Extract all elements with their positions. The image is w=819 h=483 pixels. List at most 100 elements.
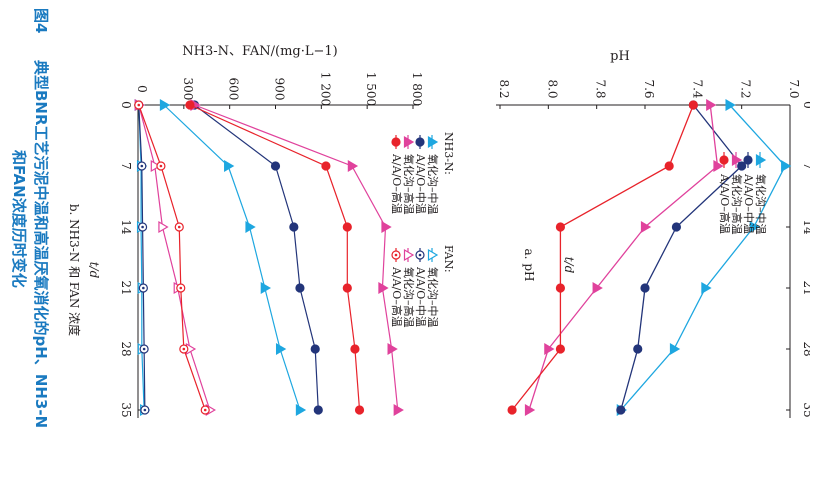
data-point <box>158 220 169 234</box>
data-point <box>592 281 603 295</box>
time-tick-label: 7 <box>801 162 810 170</box>
legend-b-marker-dot <box>418 253 422 257</box>
data-point-dot <box>141 225 144 229</box>
data-point <box>313 405 323 415</box>
panel-label-a: a. pH <box>522 249 536 282</box>
data-point <box>555 283 566 293</box>
series-line-0 <box>163 104 301 411</box>
data-point <box>347 159 359 173</box>
value-tick-label: 0 <box>135 85 149 93</box>
data-point <box>381 220 392 234</box>
data-point-dot <box>159 164 163 168</box>
data-point <box>260 281 271 295</box>
series-line-4 <box>138 104 145 411</box>
value-tick-label: 7.4 <box>690 79 704 98</box>
data-point <box>387 342 398 356</box>
value-tick-label: 1 500 <box>364 72 378 106</box>
chart-nh3n-fan: 0 7 14 21 28 35 0 300 600 900 1 200 1 500 1 800 NH3-N… <box>67 44 455 418</box>
data-point <box>713 159 724 173</box>
data-point-dot <box>143 408 147 412</box>
data-point <box>555 222 566 232</box>
panel-label-b: b. NH3-N 和 FAN 浓度 <box>67 204 82 336</box>
time-tick-label: 0 <box>801 101 810 109</box>
data-point-dot <box>140 164 144 168</box>
series-line-3 <box>511 104 694 411</box>
value-tick-label: 1 800 <box>410 72 424 106</box>
legend-a-marker-0 <box>755 153 767 167</box>
data-point <box>725 98 736 112</box>
value-tick-label: 7.0 <box>787 79 801 98</box>
data-point <box>350 344 360 354</box>
plot-a: 0 7 14 21 28 35 7.0 7.2 7.4 7.6 7.8 8.0 8.2 <box>496 79 810 418</box>
legend-b-title-1: FAN: <box>442 245 455 273</box>
chart-ph: 0 7 14 21 28 35 7.0 7.2 7.4 7.6 7.8 8.0 8.2 pH t/d a. p… <box>496 49 810 418</box>
value-tick-label: 1 200 <box>318 72 332 106</box>
legend-b-label: 氧化沟–中温 <box>426 267 440 328</box>
legend-b-title-0: NH3-N: <box>442 132 455 175</box>
data-point <box>640 283 650 293</box>
data-point <box>781 159 792 173</box>
legend-a-label-1: A/A/O–中温 <box>742 173 755 234</box>
data-point <box>671 222 682 232</box>
legend-b-marker <box>403 248 415 262</box>
time-tick-label: 28 <box>119 341 133 356</box>
data-point <box>159 98 171 112</box>
legend-b-label: 氧化沟–中温 <box>426 154 440 215</box>
data-point <box>150 159 161 173</box>
time-axis-title-b: t/d <box>87 262 101 279</box>
data-point <box>507 405 517 415</box>
data-point <box>342 222 352 232</box>
data-point <box>524 403 536 417</box>
data-point <box>664 161 674 171</box>
time-tick-label: 7 <box>119 162 133 170</box>
value-tick-label: 300 <box>181 78 195 101</box>
data-point <box>245 220 256 234</box>
series-line-2 <box>528 104 719 411</box>
ph-axis-title: pH <box>610 49 630 64</box>
legend-b-marker-dot <box>394 253 398 257</box>
series-line-7 <box>138 104 206 411</box>
data-point <box>295 403 307 417</box>
data-point <box>737 161 747 171</box>
legend-a-label-0: 氧化沟–中温 <box>754 174 768 235</box>
series-line-1 <box>194 104 319 411</box>
series-line-0 <box>620 104 786 411</box>
series-line-1 <box>620 104 743 411</box>
time-tick-label: 28 <box>801 341 810 356</box>
data-point <box>749 220 760 234</box>
series-line-2 <box>194 104 399 411</box>
data-point <box>354 405 365 415</box>
legend-a-marker-1 <box>743 155 753 165</box>
figure-title-line1: 典型BNR工艺污泥中温和高温厌氧消化的pH、NH3-N <box>32 60 50 428</box>
legend-a-label-2: 氧化沟–高温 <box>730 174 744 235</box>
data-point <box>224 159 235 173</box>
value-tick-label: 7.2 <box>739 79 753 98</box>
time-tick-label: 14 <box>801 219 810 235</box>
legend-b-marker <box>415 137 425 147</box>
data-point-dot <box>182 347 186 351</box>
value-tick-label: 600 <box>227 78 241 101</box>
data-point <box>321 161 331 171</box>
data-point <box>275 342 287 356</box>
figure-title-line2: 和FAN浓度历时变化 <box>10 150 28 288</box>
legend-a-label-3: A/A/O–高温 <box>718 173 732 234</box>
value-tick-label: 8.0 <box>545 79 559 98</box>
legend-b: NH3-N:氧化沟–中温A/A/O–中温氧化沟–高温A/A/O–高温FAN:氧化… <box>390 132 455 328</box>
data-point-dot <box>142 286 145 290</box>
data-point <box>342 283 352 293</box>
legend-b-label: A/A/O–高温 <box>390 153 404 214</box>
legend-b-marker <box>427 135 439 149</box>
time-axis-title-a: t/d <box>562 257 576 274</box>
data-point <box>289 222 299 232</box>
nh3n-axis-title: NH3-N、FAN/(mg·L−1) <box>182 44 338 59</box>
legend-b-label: A/A/O–中温 <box>414 153 427 214</box>
plot-b: 0 7 14 21 28 35 0 300 600 900 1 200 1 500 1 800 <box>119 72 424 418</box>
data-point <box>295 283 305 293</box>
data-point <box>310 344 320 354</box>
data-point-dot <box>177 225 181 229</box>
legend-b-label: 氧化沟–高温 <box>402 267 416 328</box>
data-point-dot <box>203 408 207 412</box>
legend-b-label: A/A/O–高温 <box>390 266 404 327</box>
time-tick-label: 35 <box>801 402 810 417</box>
